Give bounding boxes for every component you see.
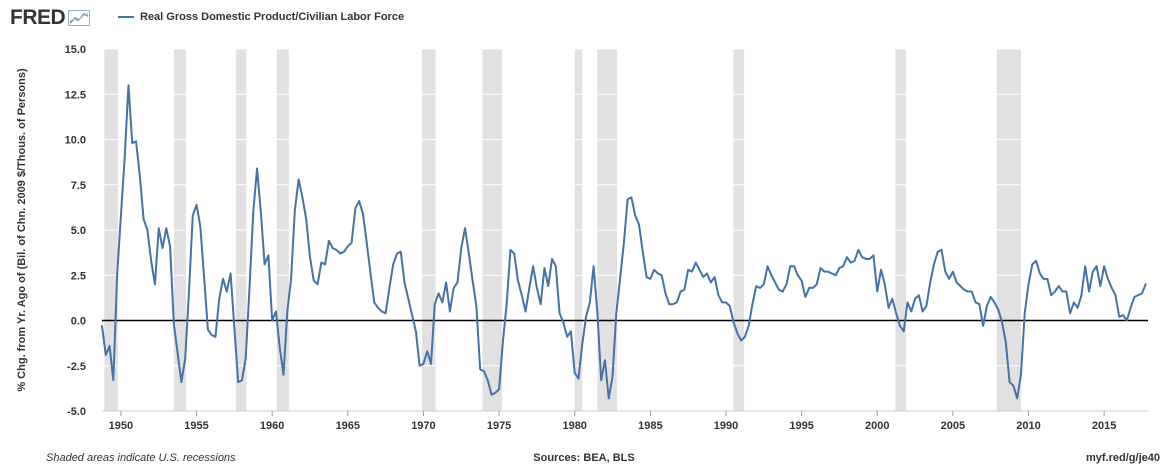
sources-text: Sources: BEA, BLS — [533, 452, 635, 464]
x-tick-label: 1975 — [487, 420, 511, 432]
fred-logo-text: FRED — [10, 6, 66, 29]
y-tick-label: -5.0 — [67, 406, 86, 418]
trend-graph-icon — [68, 10, 91, 26]
y-tick-label: 15.0 — [65, 44, 86, 56]
y-axis-label: % Chg. from Yr. Ago of (Bil. of Chn. 200… — [16, 68, 28, 392]
y-tick-label: 2.5 — [71, 270, 86, 282]
y-tick-label: 10.0 — [65, 135, 86, 147]
x-tick-label: 1955 — [184, 420, 208, 432]
x-tick-label: 2000 — [865, 420, 889, 432]
x-axis-ticks: 1950 1955 1960 1965 1970 1975 1980 1985 1990 1995… — [102, 410, 1148, 432]
y-tick-label: 0.0 — [71, 316, 86, 328]
legend-swatch — [118, 16, 134, 18]
x-tick-label: 1950 — [109, 420, 133, 432]
chart-footer: Shaded areas indicate U.S. recessions So… — [0, 450, 1168, 470]
series-line — [101, 84, 1147, 400]
x-tick-label: 2010 — [1016, 420, 1040, 432]
x-tick-label: 1980 — [562, 420, 586, 432]
series-path[interactable] — [101, 84, 1147, 400]
x-tick-label: 2015 — [1092, 420, 1116, 432]
y-tick-label: -2.5 — [67, 361, 86, 373]
x-tick-label: 1970 — [411, 420, 435, 432]
y-tick-label: 7.5 — [71, 180, 86, 192]
x-tick-label: 1995 — [789, 420, 813, 432]
recession-note: Shaded areas indicate U.S. recessions — [46, 452, 236, 464]
x-tick-label: 1960 — [260, 420, 284, 432]
fred-logo[interactable]: FRED — [10, 6, 91, 30]
x-tick-label: 1965 — [336, 420, 360, 432]
chart-legend: Real Gross Domestic Product/Civilian Lab… — [118, 11, 404, 23]
x-tick-label: 1990 — [714, 420, 738, 432]
line-chart: 15.012.510.07.55.02.50.0-2.5-5.0 1950 195… — [16, 44, 1148, 432]
short-url-link[interactable]: myf.red/g/je40 — [1086, 452, 1160, 464]
x-tick-label: 2005 — [941, 420, 965, 432]
y-tick-label: 12.5 — [65, 89, 86, 101]
y-axis-ticks: 15.0 12.5 10.0 7.5 5.0 2.5 0.0 -2.5 -5.0 — [65, 44, 86, 418]
chart-header: FRED Real Gross Domestic Product/Civilia… — [0, 0, 1168, 34]
y-tick-label: 5.0 — [71, 225, 86, 237]
legend-series-label[interactable]: Real Gross Domestic Product/Civilian Lab… — [140, 11, 405, 23]
x-tick-label: 1985 — [638, 420, 662, 432]
